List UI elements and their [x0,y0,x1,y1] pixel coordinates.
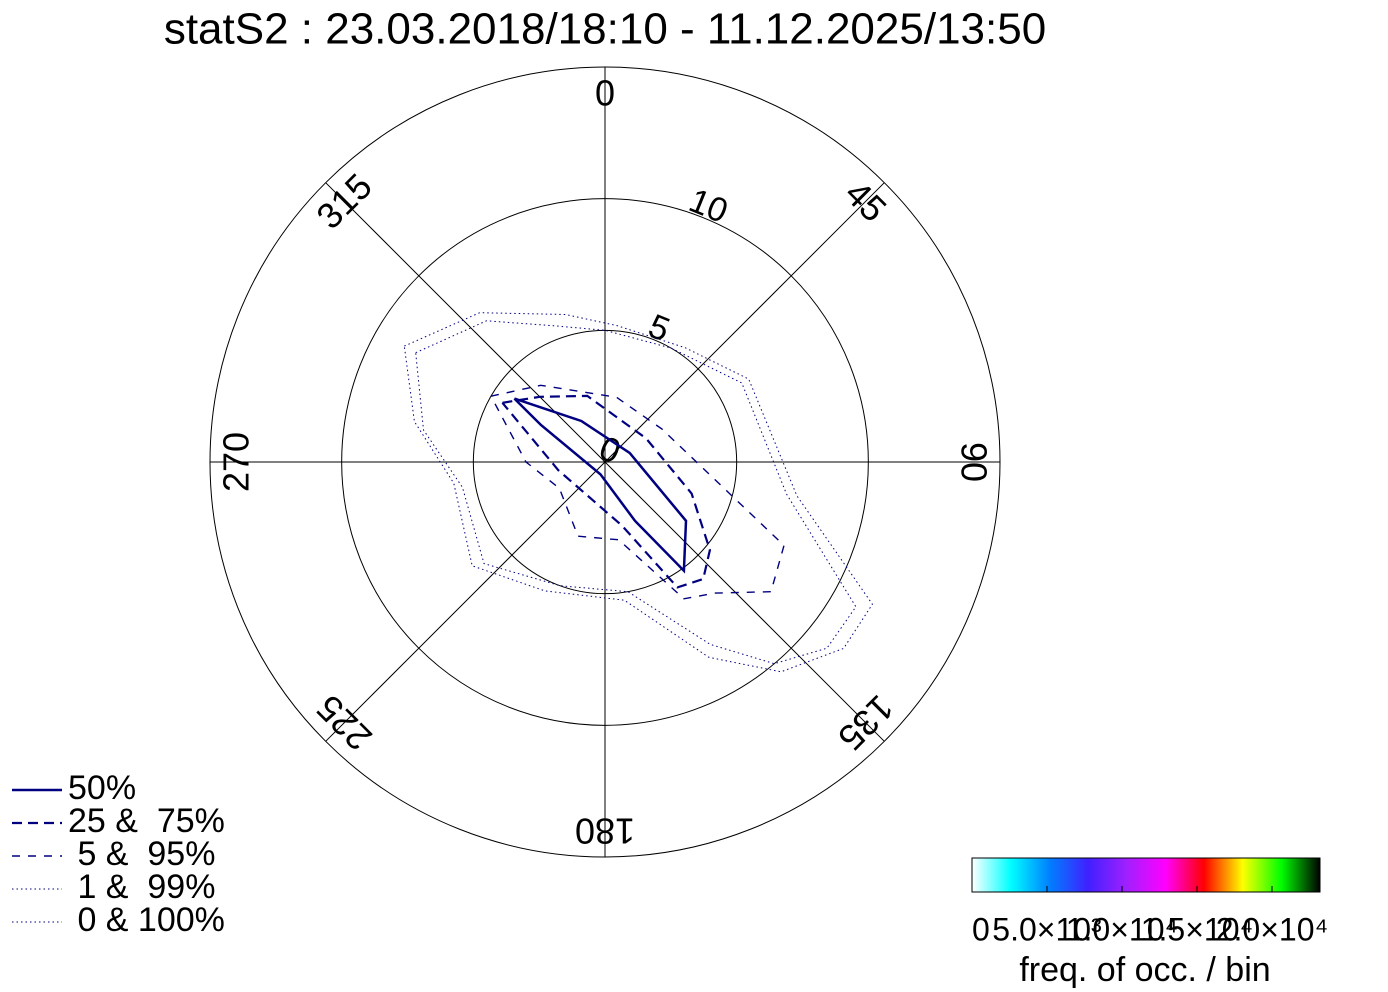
legend-label: 5 & 95% [68,835,215,873]
colorbar [971,857,1321,893]
legend-label: 0 & 100% [68,901,225,939]
colorbar-tick-label: 1.0×10⁴ [1066,911,1179,947]
colorbar-tick-label: 5.0×10³ [992,911,1102,947]
r-tick-label: 0 [594,429,626,471]
series-line [501,394,712,589]
colorbar-tick-label: 1.5×10⁴ [1141,911,1254,947]
colorbar-tick-label: 0 [972,911,990,947]
angle-spoke [604,461,885,742]
r-tick-label: 10 [684,182,733,231]
angle-spoke [325,461,606,742]
legend-label: 50% [68,769,136,807]
colorbar-tick-label: 2.0×10⁴ [1216,911,1329,947]
angle-spoke [325,182,606,463]
angle-spoke [604,182,885,463]
angle-tick-label: 270 [215,432,256,492]
angle-tick-label: 90 [954,442,995,482]
series-line [403,312,874,673]
r-tick-label: 5 [643,307,675,349]
angle-tick-label: 180 [575,811,635,852]
chart-title: statS2 : 23.03.2018/18:10 - 11.12.2025/1… [164,5,1046,54]
colorbar-label: freq. of occ. / bin [1019,951,1270,989]
legend-label: 1 & 99% [68,868,215,906]
series-line [490,384,785,600]
angle-tick-label: 0 [595,72,615,113]
series-line [415,320,857,665]
series-line [513,397,688,574]
legend-label: 25 & 75% [68,802,225,840]
